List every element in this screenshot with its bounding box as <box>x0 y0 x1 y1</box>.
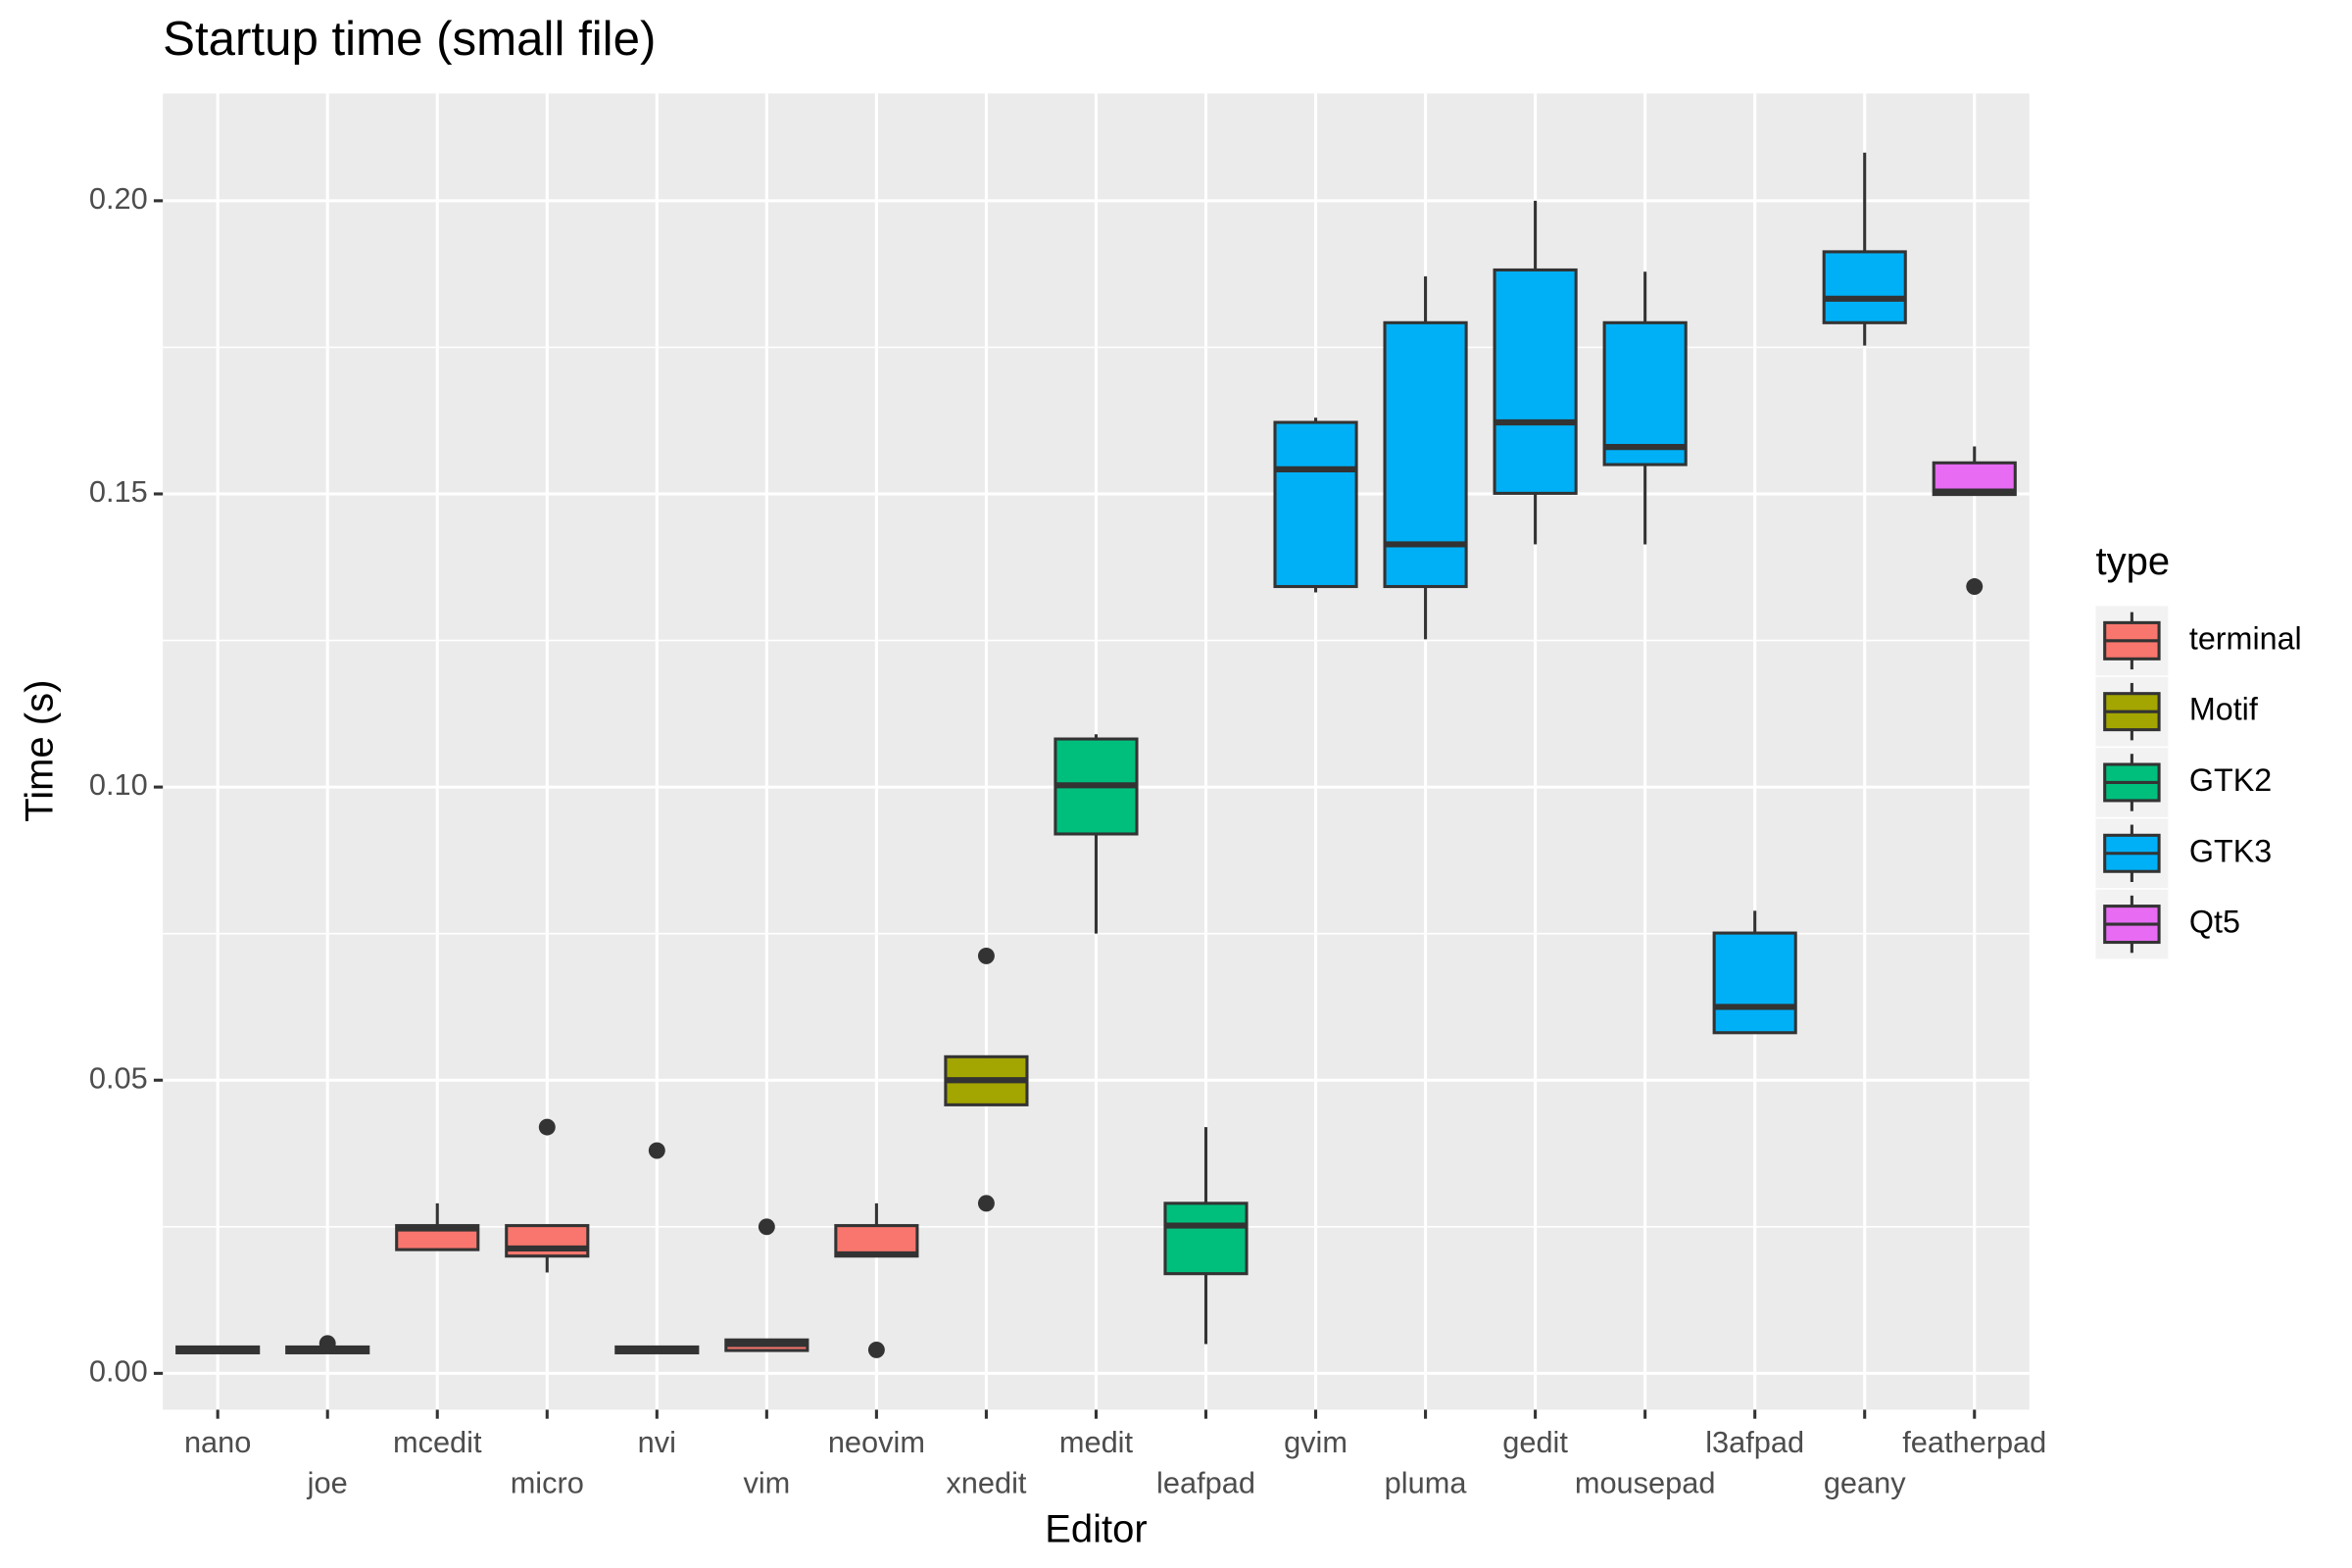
legend-label: terminal <box>2189 620 2302 656</box>
outlier <box>977 1195 995 1212</box>
x-tick-label: joe <box>307 1466 348 1500</box>
x-tick-label: mcedit <box>393 1425 482 1459</box>
y-tick-label: 0.10 <box>89 767 148 802</box>
y-tick-label: 0.15 <box>89 474 148 509</box>
box <box>1822 250 1907 324</box>
chart-title: Startup time (small file) <box>163 12 656 66</box>
x-tick-label: geany <box>1824 1466 1906 1500</box>
x-tick-label: nano <box>184 1425 251 1459</box>
x-tick-label: neovim <box>828 1425 925 1459</box>
legend-title: type <box>2095 540 2170 583</box>
x-tick-label: micro <box>511 1466 584 1500</box>
x-axis-label: Editor <box>1045 1508 1147 1551</box>
outlier <box>758 1218 775 1236</box>
grid <box>163 93 2030 1410</box>
outlier <box>977 947 995 964</box>
x-tick-label: xnedit <box>946 1466 1027 1500</box>
marks <box>175 152 2017 1358</box>
box <box>1493 268 1578 495</box>
outlier <box>538 1118 556 1136</box>
legend-label: GTK3 <box>2189 833 2272 868</box>
y-axis-label: Time (s) <box>19 680 62 822</box>
legend-label: GTK2 <box>2189 762 2272 798</box>
x-tick-label: pluma <box>1385 1466 1468 1500</box>
legend-label: Qt5 <box>2189 905 2240 940</box>
x-tick-label: gvim <box>1284 1425 1348 1459</box>
legend-label: Motif <box>2189 692 2259 727</box>
outlier <box>1966 578 1984 595</box>
box <box>1273 420 1358 589</box>
outlier <box>318 1335 336 1352</box>
x-tick-label: medit <box>1059 1425 1134 1459</box>
x-tick-label: mousepad <box>1575 1466 1716 1500</box>
box <box>1712 931 1797 1035</box>
x-tick-label: l3afpad <box>1705 1425 1804 1459</box>
y-tick-label: 0.05 <box>89 1060 148 1095</box>
box <box>1602 320 1688 466</box>
x-tick-label: leafpad <box>1156 1466 1255 1500</box>
outlier <box>648 1142 665 1159</box>
outlier <box>867 1341 885 1358</box>
x-tick-label: nvi <box>638 1425 676 1459</box>
x-tick-label: gedit <box>1502 1425 1568 1459</box>
y-tick-label: 0.20 <box>89 181 148 216</box>
box <box>1163 1201 1249 1276</box>
y-tick-label: 0.00 <box>89 1353 148 1388</box>
x-tick-label: featherpad <box>1902 1425 2046 1459</box>
box <box>505 1224 590 1258</box>
x-tick-label: vim <box>743 1466 790 1500</box>
